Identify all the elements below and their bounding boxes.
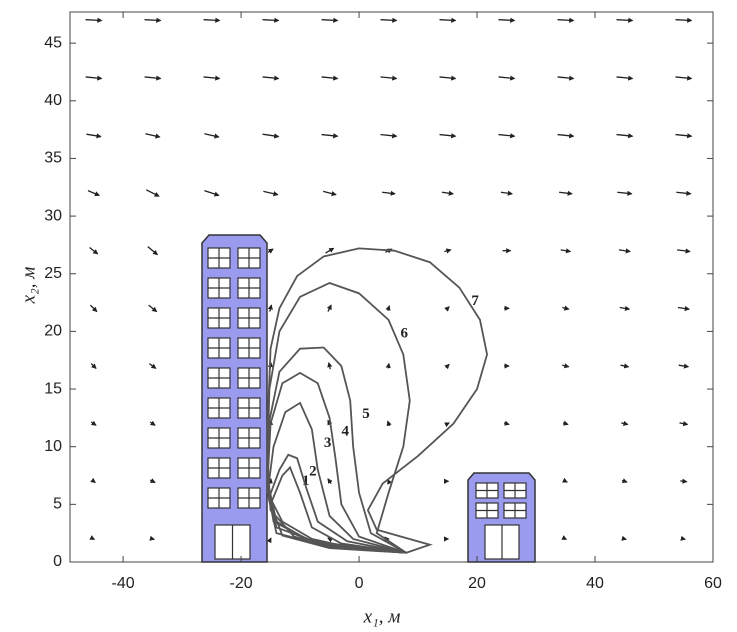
plot-frame xyxy=(70,12,713,562)
velocity-arrow xyxy=(676,20,692,21)
contour-label: 4 xyxy=(342,423,350,439)
velocity-arrow xyxy=(93,539,95,540)
low-building xyxy=(468,473,535,562)
y-axis-label: x₂, м xyxy=(18,267,39,305)
y-tick-label: 45 xyxy=(44,34,62,51)
velocity-arrow xyxy=(558,20,574,21)
contour-label: 2 xyxy=(309,464,317,480)
y-tick-label: 15 xyxy=(44,380,62,397)
x-tick-label: 20 xyxy=(468,575,486,592)
y-tick-label: 20 xyxy=(44,323,62,340)
velocity-arrow xyxy=(623,539,626,540)
x-tick-label: 60 xyxy=(704,575,722,592)
contour-label: 3 xyxy=(324,435,332,451)
velocity-arrow xyxy=(151,539,154,540)
velocity-arrow xyxy=(381,20,397,21)
velocity-arrow xyxy=(322,20,338,21)
velocity-arrow xyxy=(565,539,567,540)
x-axis-label: x₁, м xyxy=(363,606,401,627)
x-tick-label: 0 xyxy=(355,575,364,592)
velocity-arrow xyxy=(680,481,686,482)
y-tick-label: 0 xyxy=(53,553,62,570)
y-tick-label: 10 xyxy=(44,438,62,455)
x-tick-label: 40 xyxy=(586,575,604,592)
tall-building xyxy=(202,235,267,562)
velocity-arrow xyxy=(263,20,279,21)
y-tick-label: 35 xyxy=(44,150,62,167)
velocity-arrow xyxy=(440,20,456,21)
y-tick-label: 25 xyxy=(44,265,62,282)
velocity-arrow xyxy=(499,20,515,21)
y-tick-label: 30 xyxy=(44,207,62,224)
y-tick-label: 5 xyxy=(53,496,62,513)
contour-label: 7 xyxy=(471,293,479,309)
x-tick-label: -40 xyxy=(112,575,135,592)
velocity-arrow xyxy=(145,20,161,21)
chart: x₁, м x₂, м -40-200204060051015202530354… xyxy=(0,0,737,632)
velocity-arrow xyxy=(270,479,271,484)
velocity-arrow xyxy=(388,364,389,369)
velocity-arrow xyxy=(617,20,633,21)
contour-label: 6 xyxy=(401,325,409,341)
velocity-arrow xyxy=(270,538,271,540)
velocity-arrow xyxy=(86,20,102,21)
x-tick-label: -20 xyxy=(230,575,253,592)
y-tick-label: 40 xyxy=(44,92,62,109)
contour-label: 5 xyxy=(362,406,370,422)
velocity-arrow xyxy=(204,20,220,21)
velocity-arrow xyxy=(682,539,685,540)
